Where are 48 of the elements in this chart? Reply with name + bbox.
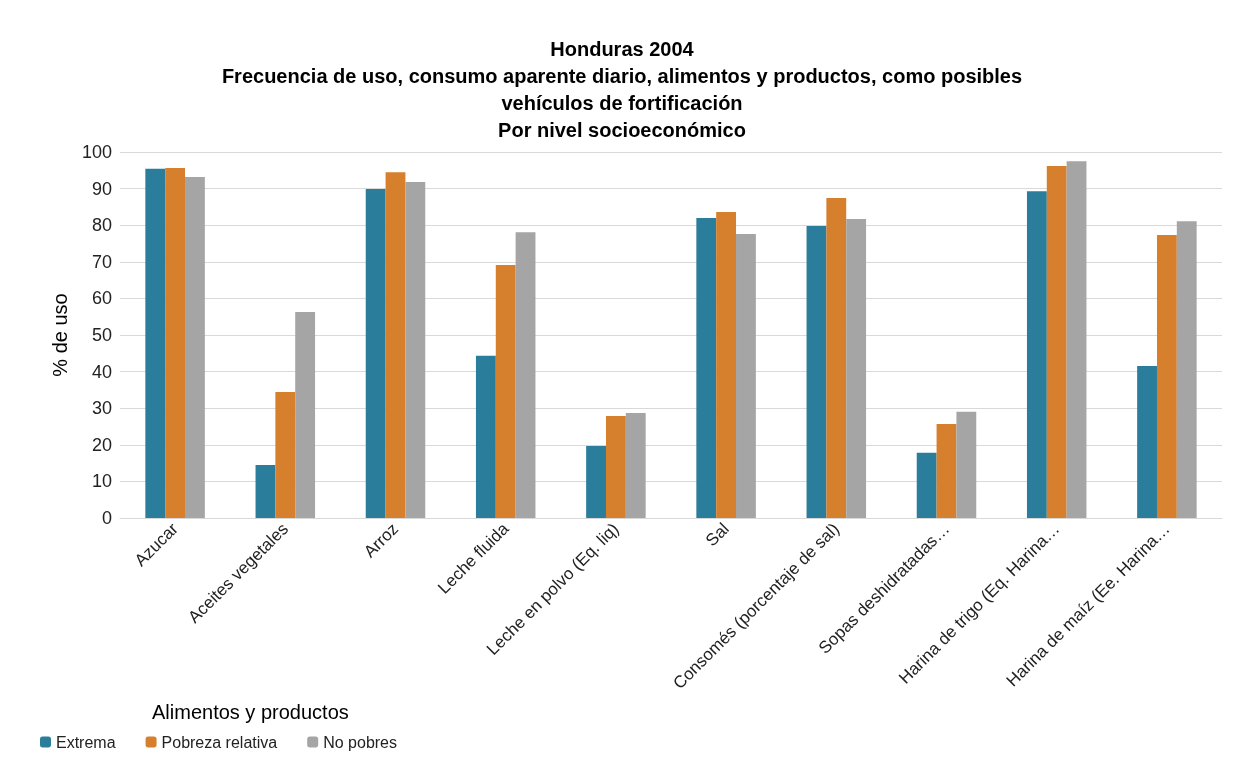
y-tick-label: 20 — [91, 434, 112, 455]
y-tick-label: 90 — [91, 178, 112, 199]
bar — [145, 168, 166, 518]
bar — [475, 355, 496, 518]
y-tick-label: 30 — [91, 398, 112, 419]
y-tick-label: 80 — [91, 215, 112, 236]
y-tick-label: 70 — [91, 251, 112, 272]
bar — [956, 411, 977, 518]
legend-label: Pobreza relativa — [161, 733, 278, 751]
bar — [1046, 165, 1067, 518]
y-tick-label: 100 — [81, 142, 112, 162]
bar — [185, 176, 205, 518]
y-tick-label: 60 — [91, 288, 112, 309]
legend-title: Alimentos y productos — [152, 701, 349, 723]
bar — [696, 217, 717, 518]
bar — [736, 233, 756, 518]
x-tick-label: Sal — [702, 519, 733, 551]
bar — [1066, 161, 1087, 518]
legend-label: No pobres — [323, 733, 398, 751]
bar — [1026, 191, 1047, 518]
bar — [1176, 221, 1197, 518]
bar — [495, 265, 516, 518]
bar — [586, 445, 606, 518]
bar — [405, 182, 426, 518]
bar — [165, 168, 186, 518]
bar — [605, 415, 626, 518]
bar — [385, 172, 406, 518]
y-axis-title: % de uso — [49, 293, 71, 377]
bar — [1137, 366, 1157, 518]
bar — [295, 311, 316, 518]
bar — [515, 232, 536, 518]
y-tick-label: 10 — [91, 471, 112, 492]
y-tick-label: 50 — [91, 325, 112, 345]
bar — [716, 212, 737, 518]
bar — [365, 188, 386, 518]
y-tick-label: 0 — [101, 508, 112, 528]
legend-label: Extrema — [56, 733, 116, 751]
bar — [846, 218, 867, 518]
bar — [936, 423, 957, 518]
bar — [916, 452, 937, 518]
bar — [1156, 235, 1177, 518]
bar — [826, 198, 847, 518]
bar — [806, 225, 827, 518]
bar — [275, 392, 296, 518]
bar — [625, 412, 646, 518]
chart-title: Honduras 2004 Frecuencia de uso, consumo aparente diario, alimentos y productos, como posibles vehículos de fortificación Por nivel socioeconómico — [221, 37, 1023, 141]
bar — [255, 464, 276, 518]
y-tick-label: 40 — [91, 361, 112, 382]
